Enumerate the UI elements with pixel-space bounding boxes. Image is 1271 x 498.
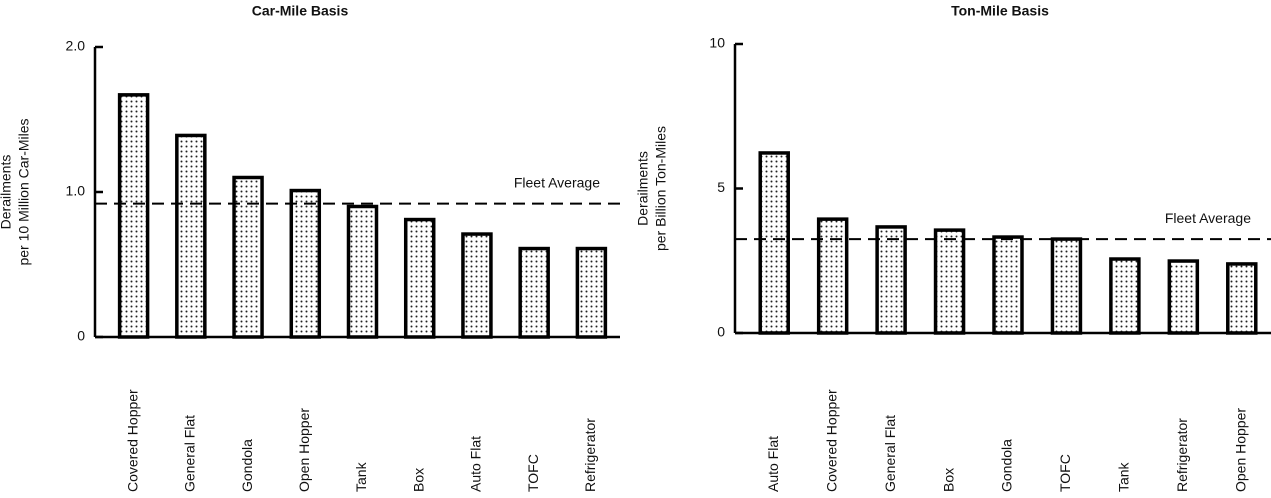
bar — [518, 246, 550, 339]
x-tick-label: General Flat — [882, 415, 898, 492]
x-tick-label: Covered Hopper — [823, 389, 839, 492]
bar — [758, 151, 790, 335]
x-tick-label: Box — [410, 468, 426, 492]
x-tick-label: Gondola — [239, 439, 255, 492]
bar — [1050, 237, 1083, 335]
x-tick-label: Tank — [353, 461, 369, 492]
bar — [816, 217, 849, 335]
y-tick-label: 2.0 — [66, 38, 86, 54]
y-tick-label: 10 — [709, 35, 725, 51]
x-tick-label: General Flat — [182, 415, 198, 492]
chart-title: Car-Mile Basis — [252, 3, 349, 19]
bar — [1167, 259, 1200, 335]
bar — [289, 188, 322, 339]
y-tick-label: 0 — [717, 324, 725, 340]
x-tick-label: Tank — [1116, 461, 1132, 492]
x-tick-label: Open Hopper — [296, 408, 312, 492]
y-tick-label: 1.0 — [66, 183, 86, 199]
bar — [117, 93, 150, 339]
bar — [232, 175, 264, 339]
bar — [1226, 262, 1258, 335]
y-axis-label: per 10 Million Car-Miles — [16, 118, 32, 265]
bar — [461, 232, 493, 339]
bar — [346, 204, 379, 339]
y-axis-label: Derailments — [635, 151, 651, 226]
bar — [175, 133, 207, 339]
bar — [933, 228, 966, 335]
x-tick-label: Refrigerator — [1174, 418, 1190, 492]
y-tick-label: 0 — [77, 328, 85, 344]
x-tick-label: Auto Flat — [468, 436, 484, 492]
x-tick-label: Open Hopper — [1232, 408, 1248, 492]
y-axis-label: Derailments — [0, 155, 14, 230]
chart-title: Ton-Mile Basis — [951, 3, 1049, 19]
bar — [403, 217, 436, 339]
bar — [992, 235, 1024, 335]
bar — [1109, 257, 1141, 335]
y-tick-label: 5 — [717, 179, 725, 195]
x-tick-label: Gondola — [999, 439, 1015, 492]
x-tick-label: Box — [940, 468, 956, 492]
x-tick-label: Auto Flat — [765, 436, 781, 492]
x-tick-label: Refrigerator — [582, 418, 598, 492]
bar — [875, 225, 907, 335]
x-tick-label: TOFC — [1057, 454, 1073, 492]
fleet-average-label: Fleet Average — [514, 174, 600, 190]
fleet-average-label: Fleet Average — [1165, 210, 1251, 226]
x-tick-label: Covered Hopper — [124, 389, 140, 492]
x-tick-label: TOFC — [525, 454, 541, 492]
bar — [575, 246, 608, 339]
y-axis-label: per Billion Ton-Miles — [653, 126, 669, 251]
